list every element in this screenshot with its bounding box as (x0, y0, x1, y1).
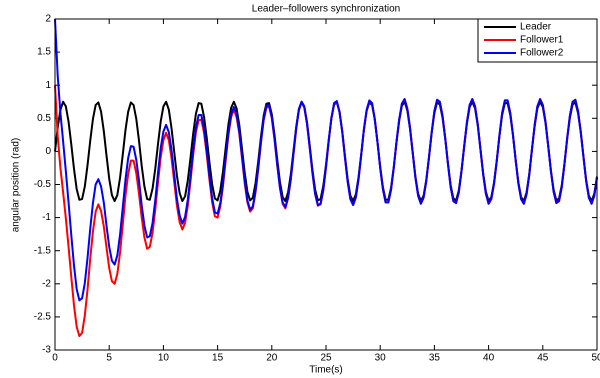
y-axis-label: angular position (rad) (11, 138, 22, 233)
legend: Leader Follower1 Follower2 (477, 18, 598, 63)
plot-frame (54, 18, 598, 351)
x-tick-label: 25 (320, 353, 332, 364)
x-tick-label: 10 (158, 353, 170, 364)
y-tick-label: -1.5 (34, 245, 52, 256)
x-axis-label: Time(s) (309, 365, 343, 376)
y-tick-label: -2.5 (34, 312, 52, 323)
chart-title: Leader–followers synchronization (252, 4, 400, 15)
y-tick-label: -2 (42, 278, 51, 289)
x-tick-label: 40 (483, 353, 495, 364)
y-tick-label: 0 (45, 146, 51, 157)
x-tick-label: 50 (591, 353, 600, 364)
x-tick-label: 35 (429, 353, 441, 364)
y-tick-label: 0.5 (37, 113, 51, 124)
legend-label: Follower2 (520, 48, 564, 59)
x-tick-label: 30 (375, 353, 387, 364)
x-tick-label: 15 (212, 353, 224, 364)
x-tick-label: 0 (52, 353, 58, 364)
legend-label: Follower1 (520, 35, 564, 46)
x-tick-label: 45 (537, 353, 549, 364)
y-tick-label: 1.5 (37, 47, 51, 58)
y-tick-label: -1 (42, 212, 51, 223)
series-line (54, 18, 598, 302)
y-tick-label: -0.5 (34, 179, 52, 190)
y-tick-label: 2 (45, 14, 51, 25)
x-tick-label: 20 (266, 353, 278, 364)
y-tick-label: -3 (42, 345, 51, 356)
y-tick-label: 1 (45, 80, 51, 91)
x-tick-label: 5 (106, 353, 112, 364)
legend-label: Leader (520, 22, 552, 33)
